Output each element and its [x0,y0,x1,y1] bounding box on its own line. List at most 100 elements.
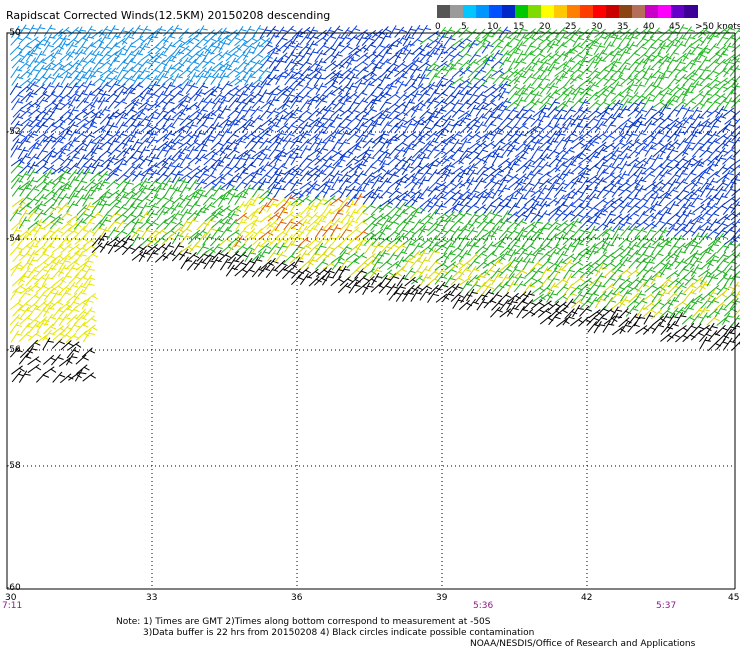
wind-barb [467,67,481,79]
wind-barb [10,34,24,46]
wind-barb [156,107,169,120]
wind-barb [99,113,113,125]
wind-barb [316,42,330,54]
wind-barb [138,146,150,159]
wind-barb [82,194,94,207]
wind-barb [626,81,638,94]
wind-barb [330,170,343,182]
wind-barb [283,153,296,167]
wind-barb [627,225,640,238]
wind-barb [252,235,266,246]
wind-barb [507,155,522,166]
note-line-2: 3)Data buffer is 22 hrs from 20150208 4)… [143,628,535,638]
wind-barb [10,113,24,125]
wind-barb [297,236,312,247]
wind-barb [530,138,543,152]
wind-barb [690,80,703,93]
wind-barb [234,154,247,168]
wind-barb [458,35,472,46]
wind-barb [531,51,546,62]
wind-barb [41,274,54,287]
wind-barb [402,155,415,167]
wind-barb [363,41,377,53]
wind-barb [554,307,568,318]
wind-barb [451,76,466,86]
wind-barb [562,36,576,47]
wind-barb [241,121,255,134]
legend-swatch [567,5,581,18]
wind-barb [523,89,537,102]
wind-barb [723,147,737,157]
wind-barb [651,268,665,279]
wind-barb [401,257,414,270]
wind-barb [195,97,208,110]
wind-barb [475,226,489,238]
wind-barb [12,106,26,118]
latitude-label: -56 [6,345,21,355]
wind-barb [419,186,433,198]
wind-barb [369,96,382,109]
wind-barb [714,185,727,198]
wind-barb [666,269,680,280]
wind-barb [538,112,550,126]
wind-barb [314,242,327,255]
wind-barb [483,152,496,165]
wind-barb [555,250,568,263]
wind-barb [364,121,377,133]
wind-barb [227,210,239,224]
wind-barb [268,235,282,247]
wind-barb [10,226,22,240]
wind-barb [482,73,495,86]
wind-barb [74,235,89,245]
wind-barb [250,114,264,126]
legend-swatch [606,5,620,18]
wind-barb [419,108,433,119]
wind-barb [250,256,263,269]
wind-barb [466,235,480,247]
wind-barb [145,209,158,222]
wind-barb [115,219,128,232]
wind-barb [554,84,569,94]
wind-barb [643,154,656,167]
wind-barb [547,165,561,175]
wind-barb [236,83,251,93]
wind-barb [521,308,536,319]
wind-barb [507,48,520,61]
wind-barb [489,170,503,182]
wind-barb [500,210,513,223]
wind-barb [595,49,608,62]
wind-barb [18,331,32,343]
wind-barb [75,354,89,365]
wind-barb [195,165,210,175]
wind-barb [346,65,360,78]
wind-barb [58,284,72,295]
wind-barb [611,299,626,310]
wind-barb [195,82,209,95]
wind-barb [498,176,510,190]
wind-barb [322,260,337,270]
wind-barb [522,34,536,45]
wind-barb [628,185,642,197]
wind-barb [51,258,64,271]
wind-barb [683,241,696,254]
wind-barb [515,291,529,302]
wind-barb [193,186,206,199]
wind-barb [281,178,295,191]
wind-barb [36,371,50,383]
wind-barb [483,99,497,110]
wind-barb [49,227,64,238]
wind-barb [611,202,625,213]
wind-barb [162,130,176,142]
wind-barb [531,194,544,207]
wind-barb [459,42,473,53]
wind-barb [298,73,312,85]
wind-barb [603,33,616,46]
wind-barb [467,211,481,224]
wind-barb [323,201,335,214]
time-label: 7:11 [2,601,23,611]
wind-barb [170,24,183,37]
wind-barb [540,258,554,269]
wind-barb [298,218,311,231]
wind-barb [627,194,641,206]
wind-barb [674,34,687,47]
